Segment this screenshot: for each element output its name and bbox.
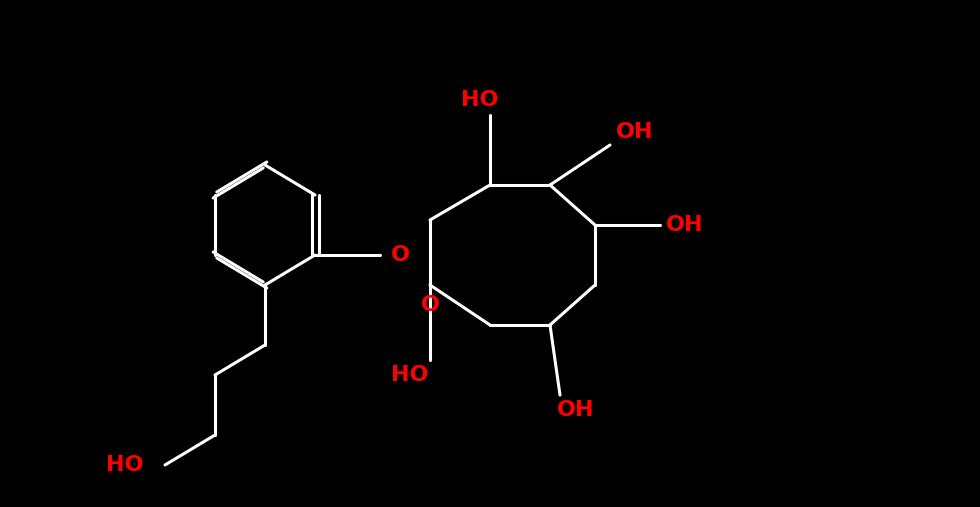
Text: OH: OH [616,122,654,142]
Text: HO: HO [391,365,429,385]
Text: OH: OH [666,215,704,235]
Text: HO: HO [462,90,499,110]
Text: O: O [420,295,439,315]
Text: OH: OH [558,400,595,420]
Text: O: O [390,245,410,265]
Text: HO: HO [106,455,144,475]
